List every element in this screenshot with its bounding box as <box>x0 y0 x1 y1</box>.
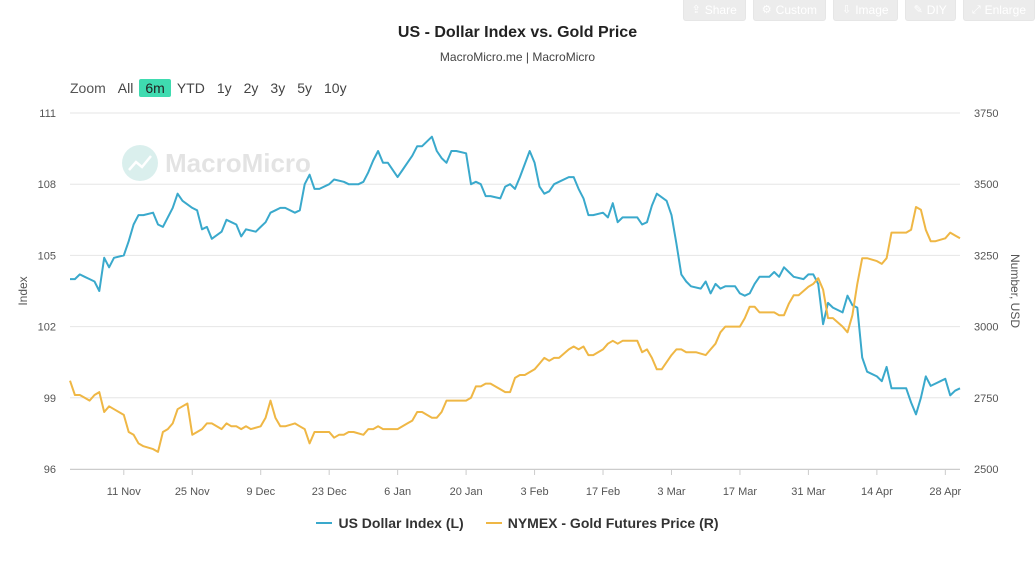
gear-icon: ⚙ <box>761 4 772 16</box>
y-left-tick-label: 102 <box>38 322 56 334</box>
pencil-icon: ✎ <box>913 4 923 16</box>
zoom-10y-button[interactable]: 10y <box>324 80 347 96</box>
x-tick-label: 25 Nov <box>175 486 210 498</box>
y-axis-right-title: Number, USD <box>1008 254 1022 328</box>
zoom-6m-button[interactable]: 6m <box>139 79 171 97</box>
legend-swatch-usd <box>316 522 333 524</box>
chart-title: US - Dollar Index vs. Gold Price <box>397 24 638 41</box>
chart-toolbar: ⇪ Share ⚙ Custom ⇩ Image ✎ DIY ⤢ Enlarge <box>682 0 1035 21</box>
watermark-logo-icon <box>122 145 158 181</box>
custom-label: Custom <box>775 3 817 17</box>
y-right-tick-label: 3250 <box>974 250 998 262</box>
series-line-gold-price[interactable] <box>69 206 961 453</box>
x-tick-label: 14 Apr <box>861 486 893 498</box>
enlarge-label: Enlarge <box>984 3 1026 17</box>
zoom-all-button[interactable]: All <box>117 80 134 96</box>
y-left-tick-label: 105 <box>38 250 56 262</box>
download-icon: ⇩ <box>842 4 852 16</box>
legend-label-usd: US Dollar Index (L) <box>338 515 464 531</box>
image-label: Image <box>855 3 889 17</box>
series-line-usd-index[interactable] <box>70 135 961 416</box>
y-axis-left-title: Index <box>16 276 30 305</box>
zoom-selector: Zoom All 6m YTD 1y 2y 3y 5y 10y <box>70 79 353 97</box>
watermark-logo-mark <box>128 155 152 171</box>
x-tick-label: 3 Feb <box>520 486 548 498</box>
image-button[interactable]: ⇩ Image <box>833 0 898 21</box>
watermark-text: MacroMicro <box>165 148 311 178</box>
zoom-ytd-button[interactable]: YTD <box>176 80 205 96</box>
y-left-tick-label: 111 <box>39 108 56 120</box>
x-tick-label: 6 Jan <box>384 486 411 498</box>
legend-label-gold: NYMEX - Gold Futures Price (R) <box>507 515 719 531</box>
zoom-2y-button[interactable]: 2y <box>243 80 259 96</box>
y-left-tick-label: 99 <box>44 393 56 405</box>
enlarge-button[interactable]: ⤢ Enlarge <box>962 0 1035 21</box>
zoom-1y-button[interactable]: 1y <box>216 80 232 96</box>
y-right-tick-label: 3750 <box>974 108 998 120</box>
legend-item-usd[interactable]: US Dollar Index (L) <box>316 515 464 531</box>
x-tick-label: 3 Mar <box>657 486 685 498</box>
share-label: Share <box>704 3 737 17</box>
zoom-label: Zoom <box>70 80 106 96</box>
watermark: MacroMicro <box>122 145 311 181</box>
diy-button[interactable]: ✎ DIY <box>904 0 956 21</box>
chart-legend: US Dollar Index (L) NYMEX - Gold Futures… <box>0 515 1035 531</box>
x-tick-label: 17 Mar <box>723 486 758 498</box>
y-right-tick-label: 2750 <box>974 393 998 405</box>
x-tick-label: 17 Feb <box>586 486 620 498</box>
x-tick-label: 31 Mar <box>791 486 826 498</box>
expand-icon: ⤢ <box>971 4 981 16</box>
legend-swatch-gold <box>485 522 502 524</box>
y-left-tick-label: 108 <box>38 179 56 191</box>
x-tick-label: 9 Dec <box>246 486 275 498</box>
share-icon: ⇪ <box>691 4 701 16</box>
chart-subtitle: MacroMicro.me | MacroMicro <box>439 50 596 64</box>
zoom-5y-button[interactable]: 5y <box>297 80 312 96</box>
y-right-tick-label: 3500 <box>974 179 998 191</box>
x-tick-label: 11 Nov <box>107 486 142 498</box>
zoom-3y-button[interactable]: 3y <box>270 80 286 96</box>
share-button[interactable]: ⇪ Share <box>682 0 746 21</box>
y-left-tick-label: 96 <box>44 464 56 476</box>
x-tick-label: 23 Dec <box>312 486 347 498</box>
legend-item-gold[interactable]: NYMEX - Gold Futures Price (R) <box>485 515 719 531</box>
diy-label: DIY <box>926 3 947 17</box>
x-tick-label: 28 Apr <box>929 486 961 498</box>
y-right-tick-label: 3000 <box>974 322 998 334</box>
x-tick-label: 20 Jan <box>450 486 483 498</box>
custom-button[interactable]: ⚙ Custom <box>752 0 826 21</box>
y-right-tick-label: 2500 <box>974 464 998 476</box>
